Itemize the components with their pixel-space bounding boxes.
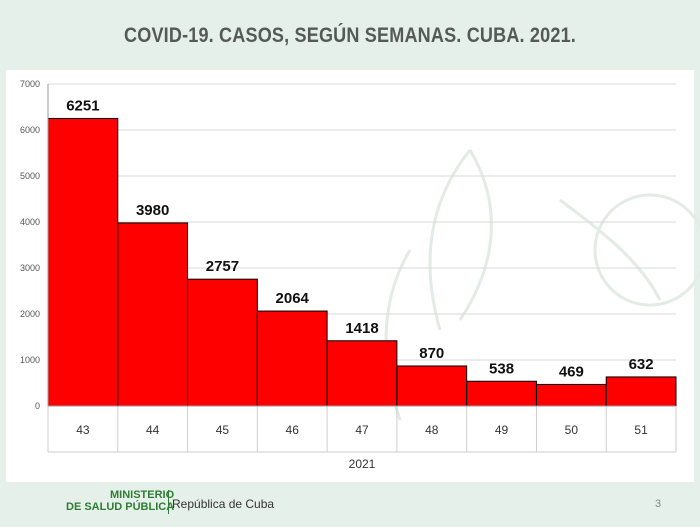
y-tick-label: 5000 [20,171,40,181]
bar-week-48 [396,365,468,407]
republic-label: República de Cuba [172,497,275,511]
bar-week-46 [256,310,328,407]
y-tick-label: 0 [35,401,40,411]
x-tick-label: 43 [76,423,90,437]
x-tick-label: 44 [146,423,160,437]
watermark-leaf-icon [384,149,700,421]
data-label: 870 [419,345,444,362]
data-label: 2757 [206,258,239,275]
x-tick-label: 50 [565,423,579,437]
y-tick-label: 1000 [20,355,40,365]
ministry-line-2: DE SALUD PÚBLICA [66,501,175,513]
y-axis-ticks: 0 1000 2000 3000 4000 5000 6000 7000 [20,79,40,411]
x-tick-label: 49 [495,423,509,437]
x-tick-label: 48 [425,423,439,437]
x-axis-ticks: 43 44 45 46 47 48 49 50 51 [47,406,677,453]
bars [47,117,677,407]
x-tick-label: 45 [216,423,230,437]
x-tick-label: 51 [634,423,648,437]
footer-divider [168,490,169,514]
y-tick-label: 4000 [20,217,40,227]
data-label: 1418 [345,320,378,337]
ministry-logo: MINISTERIO DE SALUD PÚBLICA [66,489,174,513]
data-label: 3980 [136,202,169,219]
x-tick-label: 46 [286,423,300,437]
data-label: 632 [629,356,654,373]
data-label: 2064 [276,290,310,307]
y-tick-label: 6000 [20,125,40,135]
slide-title: COVID-19. CASOS, SEGÚN SEMANAS. CUBA. 20… [124,24,576,47]
bar-week-44 [117,222,189,407]
x-group-label: 2021 [349,457,376,471]
bar-week-45 [187,278,258,407]
bar-week-43 [47,117,119,407]
y-tick-label: 7000 [20,79,40,89]
bar-week-50 [535,383,607,407]
bar-week-51 [605,376,677,407]
y-tick-label: 3000 [20,263,40,273]
data-label: 6251 [66,97,99,114]
bar-week-47 [326,340,398,407]
y-tick-label: 2000 [20,309,40,319]
data-label: 538 [489,360,514,377]
data-labels: 6251 3980 2757 2064 1418 870 538 469 632 [66,97,653,380]
axes [47,84,676,407]
page-number: 3 [655,498,662,510]
bar-week-49 [466,380,537,407]
x-tick-label: 47 [355,423,369,437]
ministry-line-1: MINISTERIO [110,489,175,501]
data-label: 469 [559,363,584,380]
